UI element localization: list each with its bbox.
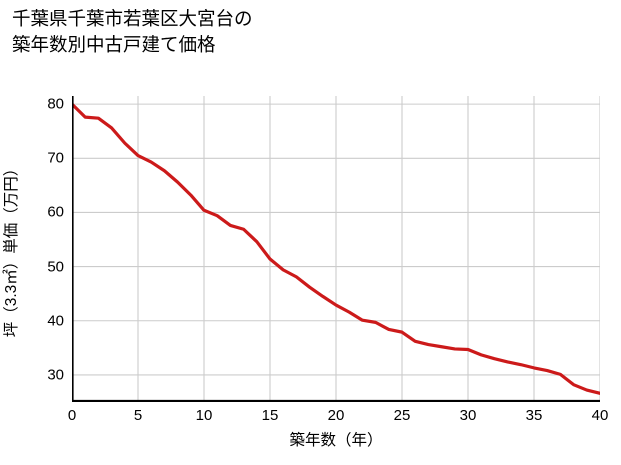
y-tick-label: 30 <box>47 366 64 384</box>
y-axis-label: 坪（3.3㎡）単価（万円） <box>3 160 20 338</box>
line-chart-svg <box>72 96 600 402</box>
series-line-坪単価 <box>72 102 600 395</box>
x-tick-label: 5 <box>133 407 143 424</box>
axis-lines <box>72 96 600 402</box>
y-tick-label: 70 <box>47 149 64 167</box>
x-tick-label: 20 <box>327 407 345 424</box>
x-tick-label: 35 <box>525 407 543 424</box>
x-axis-label: 築年数（年） <box>289 432 383 449</box>
x-tick-label: 0 <box>67 407 77 424</box>
x-tick-label: 15 <box>261 407 279 424</box>
y-tick-label: 40 <box>47 312 64 330</box>
x-tick-label: 30 <box>459 407 477 424</box>
plot-area <box>72 96 600 402</box>
x-tick-label: 40 <box>591 407 609 424</box>
x-tick-label: 10 <box>195 407 213 424</box>
grid-lines <box>72 96 600 402</box>
chart-title: 千葉県千葉市若葉区大宮台の 築年数別中古戸建て価格 <box>12 8 253 56</box>
x-tick-label: 25 <box>393 407 411 424</box>
y-tick-label: 80 <box>47 95 64 113</box>
y-tick-label: 50 <box>47 258 64 276</box>
y-tick-label: 60 <box>47 203 64 221</box>
data-series-line <box>72 102 600 395</box>
